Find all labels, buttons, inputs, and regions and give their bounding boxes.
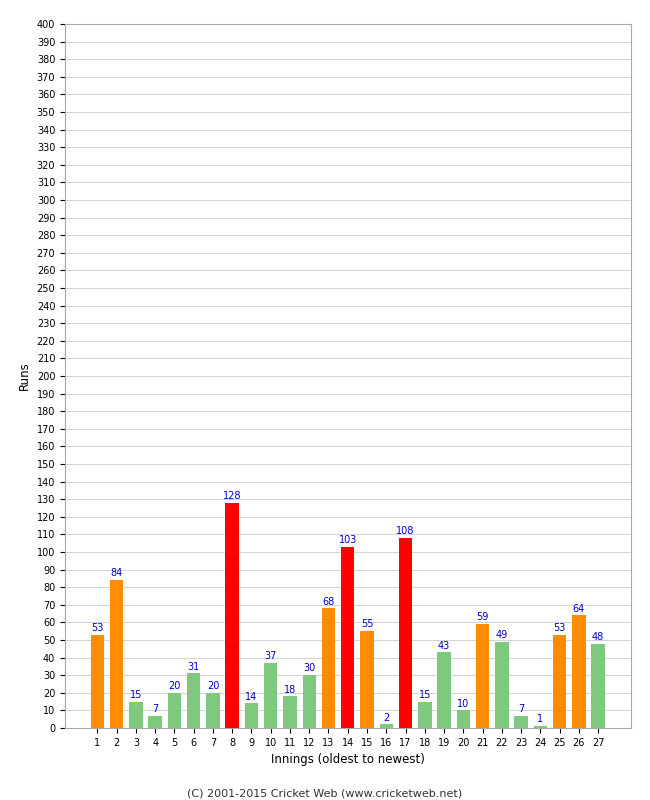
- Bar: [360, 631, 374, 728]
- Bar: [264, 663, 278, 728]
- Y-axis label: Runs: Runs: [18, 362, 31, 390]
- Text: 68: 68: [322, 597, 335, 606]
- Bar: [322, 608, 335, 728]
- Bar: [398, 538, 412, 728]
- Bar: [302, 675, 316, 728]
- Bar: [341, 546, 354, 728]
- Bar: [283, 696, 297, 728]
- Bar: [91, 634, 104, 728]
- Bar: [514, 716, 528, 728]
- Bar: [476, 624, 489, 728]
- Text: 15: 15: [419, 690, 431, 700]
- Bar: [187, 674, 200, 728]
- Bar: [129, 702, 143, 728]
- X-axis label: Innings (oldest to newest): Innings (oldest to newest): [271, 754, 424, 766]
- Bar: [552, 634, 566, 728]
- Bar: [572, 615, 586, 728]
- Text: 48: 48: [592, 632, 604, 642]
- Text: 103: 103: [339, 535, 357, 545]
- Bar: [206, 693, 220, 728]
- Text: 1: 1: [538, 714, 543, 725]
- Text: 53: 53: [91, 623, 103, 633]
- Text: 84: 84: [111, 568, 123, 578]
- Text: 10: 10: [457, 698, 469, 709]
- Text: 55: 55: [361, 619, 373, 630]
- Text: 20: 20: [207, 681, 219, 691]
- Text: 30: 30: [303, 663, 315, 674]
- Bar: [168, 693, 181, 728]
- Text: 15: 15: [130, 690, 142, 700]
- Text: 53: 53: [553, 623, 566, 633]
- Text: 31: 31: [188, 662, 200, 672]
- Bar: [534, 726, 547, 728]
- Bar: [380, 725, 393, 728]
- Text: 20: 20: [168, 681, 181, 691]
- Text: 128: 128: [223, 491, 241, 501]
- Text: 7: 7: [518, 704, 524, 714]
- Text: 43: 43: [438, 641, 450, 650]
- Bar: [495, 642, 508, 728]
- Text: 64: 64: [573, 604, 585, 614]
- Bar: [110, 580, 124, 728]
- Text: 108: 108: [396, 526, 415, 536]
- Bar: [245, 703, 258, 728]
- Bar: [437, 652, 450, 728]
- Text: (C) 2001-2015 Cricket Web (www.cricketweb.net): (C) 2001-2015 Cricket Web (www.cricketwe…: [187, 788, 463, 798]
- Text: 7: 7: [152, 704, 159, 714]
- Bar: [456, 710, 470, 728]
- Text: 14: 14: [245, 691, 257, 702]
- Text: 18: 18: [284, 685, 296, 694]
- Text: 2: 2: [383, 713, 389, 722]
- Bar: [592, 643, 604, 728]
- Bar: [418, 702, 432, 728]
- Bar: [148, 716, 162, 728]
- Text: 49: 49: [496, 630, 508, 640]
- Text: 59: 59: [476, 613, 489, 622]
- Text: 37: 37: [265, 651, 277, 661]
- Bar: [226, 502, 239, 728]
